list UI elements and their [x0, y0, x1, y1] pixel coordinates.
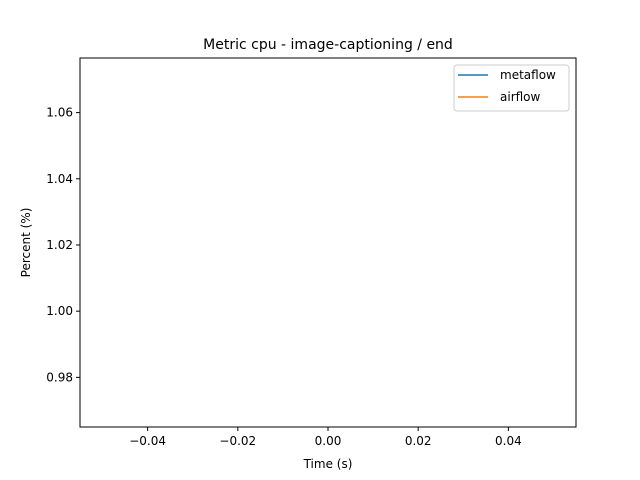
legend-label-metaflow: metaflow — [500, 68, 556, 82]
y-tick-label: 1.04 — [46, 172, 73, 186]
y-axis: 0.98 1.00 1.02 1.04 1.06 — [46, 106, 80, 384]
chart-title: Metric cpu - image-captioning / end — [203, 37, 453, 53]
x-tick-label: 0.02 — [405, 434, 432, 448]
legend: metaflow airflow — [453, 64, 570, 112]
y-axis-label: Percent (%) — [19, 208, 33, 278]
legend-box — [453, 64, 570, 112]
y-tick-label: 1.00 — [46, 304, 73, 318]
x-axis: −0.04 −0.02 0.00 0.02 0.04 — [129, 427, 522, 448]
x-tick-label: −0.04 — [129, 434, 166, 448]
legend-label-airflow: airflow — [500, 90, 541, 104]
y-tick-label: 0.98 — [46, 370, 73, 384]
axes-frame — [79, 57, 577, 428]
y-tick-label: 1.06 — [46, 106, 73, 120]
x-tick-label: 0.04 — [495, 434, 522, 448]
x-axis-label: Time (s) — [303, 457, 353, 471]
x-tick-label: −0.02 — [219, 434, 256, 448]
x-tick-label: 0.00 — [315, 434, 342, 448]
y-tick-label: 1.02 — [46, 238, 73, 252]
